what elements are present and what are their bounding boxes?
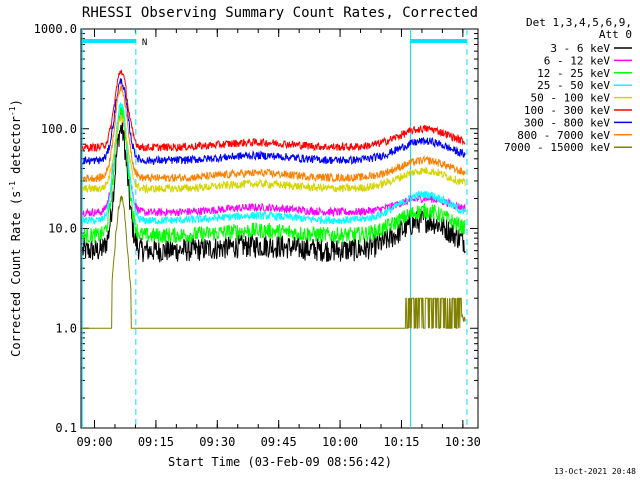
series-line-8: [82, 83, 466, 183]
chart-title: RHESSI Observing Summary Count Rates, Co…: [82, 5, 478, 21]
x-tick-label: 09:45: [261, 435, 297, 449]
series-line-1: [82, 120, 466, 263]
legend-header-line2: Att 0: [599, 28, 632, 41]
x-tick-label: 09:00: [76, 435, 112, 449]
generation-timestamp: 13-Oct-2021 20:48: [554, 467, 636, 476]
x-axis: 09:00 09:15 09:30 09:45 10:00 10:15 10:30: [76, 29, 481, 449]
legend-entry-label: 12 - 25 keV: [537, 67, 610, 80]
flag-label: N: [142, 38, 147, 48]
legend-entry-label: 100 - 300 keV: [524, 104, 610, 117]
x-tick-label: 09:15: [138, 435, 174, 449]
legend-entry-label: 25 - 50 keV: [537, 79, 610, 92]
x-tick-label: 10:00: [322, 435, 358, 449]
legend-header-line1: Det 1,3,4,5,6,9,: [526, 16, 632, 29]
y-tick-label: 100.0: [41, 122, 77, 136]
legend-entry-label: 50 - 100 keV: [531, 92, 611, 105]
x-tick-label: 10:30: [445, 435, 481, 449]
y-axis-label-sup2: -1: [8, 106, 17, 116]
y-tick-label: 1000.0: [34, 22, 77, 36]
attenuator-markers: N: [81, 29, 468, 428]
series-line-4: [82, 102, 466, 225]
x-axis-label: Start Time (03-Feb-09 08:56:42): [168, 455, 392, 469]
x-tick-label: 10:15: [383, 435, 419, 449]
series-lines: [82, 69, 466, 329]
x-tick-label: 09:30: [199, 435, 235, 449]
legend-entry-label: 3 - 6 keV: [550, 42, 610, 55]
y-axis-label-sup1: -1: [8, 181, 17, 191]
y-tick-label: 0.1: [55, 421, 77, 435]
y-tick-label: 1.0: [55, 321, 77, 335]
legend-entry-label: 7000 - 15000 keV: [504, 141, 610, 154]
y-axis-label-main: Corrected Count Rate (s: [9, 191, 23, 357]
series-line-3: [82, 103, 466, 245]
y-axis-label: Corrected Count Rate (s-1 detector-1): [8, 99, 23, 357]
y-tick-label: 10.0: [48, 222, 77, 236]
series-line-5: [82, 114, 466, 194]
y-axis-label-end: ): [9, 99, 23, 106]
legend-entry-label: 6 - 12 keV: [544, 54, 611, 67]
series-line-6: [82, 69, 466, 153]
y-axis-label-mid: detector: [9, 116, 23, 181]
legend-entry-label: 800 - 7000 keV: [517, 129, 610, 142]
series-line-9: [82, 195, 466, 329]
series-line-7: [82, 78, 466, 166]
legend-entry-label: 300 - 800 keV: [524, 116, 610, 129]
y-axis: 0.1 1.0 10.0 100.0 1000.0: [34, 22, 478, 435]
